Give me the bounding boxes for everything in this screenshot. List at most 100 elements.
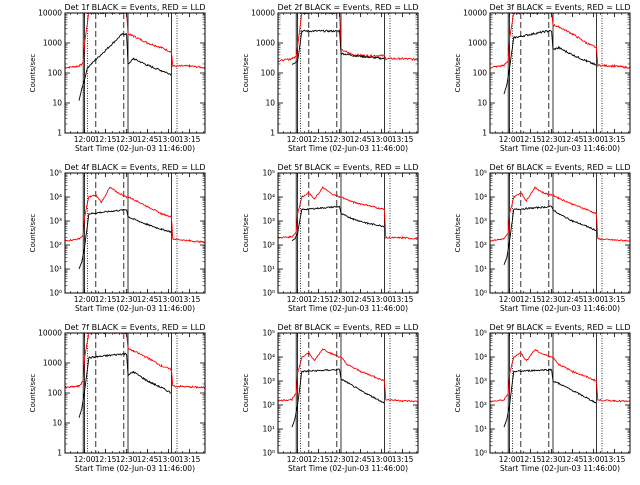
- y-tick-label: 10¹: [262, 265, 275, 274]
- x-tick-label: 13:00: [158, 135, 180, 144]
- y-tick-label: 100: [48, 389, 63, 398]
- y-tick-label: 10²: [474, 241, 487, 250]
- plot-frame: [64, 172, 206, 294]
- panel-title: Det 5f BLACK = Events, RED = LLD: [277, 163, 418, 172]
- x-axis-label: Start Time (02-Jun-03 11:46:00): [500, 304, 620, 313]
- series-line-events: [78, 352, 172, 418]
- x-tick-label: 12:30: [541, 295, 563, 304]
- x-axis-label: Start Time (02-Jun-03 11:46:00): [288, 144, 408, 153]
- x-tick-label: 12:30: [541, 455, 563, 464]
- y-tick-label: 10: [477, 99, 487, 108]
- y-tick-label: 10²: [262, 401, 275, 410]
- y-tick-label: 1000: [43, 39, 62, 48]
- y-tick-label: 100: [48, 69, 63, 78]
- y-tick-label: 10²: [49, 241, 62, 250]
- series-line-events: [503, 205, 597, 265]
- panel-det-4: Det 4f BLACK = Events, RED = LLD Start Ti…: [29, 163, 206, 313]
- y-tick-label: 10³: [474, 217, 487, 226]
- x-tick-label: 12:15: [95, 135, 117, 144]
- x-tick-label: 13:15: [179, 455, 201, 464]
- y-tick-label: 10³: [49, 217, 62, 226]
- x-tick-label: 13:00: [371, 455, 393, 464]
- x-tick-label: 12:00: [74, 135, 96, 144]
- series-line-events: [503, 368, 597, 428]
- y-tick-label: 10⁵: [474, 329, 487, 338]
- panel-det-1: Det 1f BLACK = Events, RED = LLD Start Ti…: [29, 3, 206, 153]
- y-tick-label: 10⁴: [262, 353, 275, 362]
- y-tick-label: 100: [473, 69, 488, 78]
- x-tick-label: 12:30: [329, 295, 351, 304]
- x-tick-label: 12:00: [499, 295, 521, 304]
- series-line-lld: [278, 348, 418, 403]
- panel-det-6: Det 6f BLACK = Events, RED = LLD Start Ti…: [454, 163, 631, 313]
- x-tick-label: 13:00: [158, 295, 180, 304]
- panel-title: Det 7f BLACK = Events, RED = LLD: [64, 323, 205, 332]
- x-axis-label: Start Time (02-Jun-03 11:46:00): [500, 464, 620, 473]
- x-tick-label: 13:00: [371, 135, 393, 144]
- x-tick-label: 12:45: [562, 135, 584, 144]
- x-tick-label: 12:45: [137, 295, 159, 304]
- x-tick-label: 13:15: [604, 295, 626, 304]
- y-tick-label: 10⁵: [49, 169, 62, 178]
- plot-frame: [277, 172, 419, 294]
- x-tick-label: 12:30: [329, 455, 351, 464]
- x-tick-label: 12:15: [308, 455, 330, 464]
- y-axis-label: Counts/sec: [29, 54, 37, 93]
- series-line-events: [503, 29, 597, 95]
- x-tick-label: 12:30: [116, 295, 138, 304]
- y-axis-label: Counts/sec: [242, 374, 250, 413]
- y-tick-label: 10⁴: [474, 193, 487, 202]
- panel-det-7: Det 7f BLACK = Events, RED = LLD Start Ti…: [29, 323, 206, 473]
- x-tick-label: 13:15: [179, 135, 201, 144]
- x-tick-label: 12:00: [499, 455, 521, 464]
- series-line-events: [291, 28, 385, 65]
- x-tick-label: 13:15: [392, 295, 414, 304]
- panel-det-3: Det 3f BLACK = Events, RED = LLD Start Ti…: [454, 3, 631, 153]
- x-tick-label: 13:00: [583, 135, 605, 144]
- y-tick-label: 10⁴: [262, 193, 275, 202]
- y-tick-label: 1: [57, 129, 62, 138]
- x-tick-label: 12:45: [562, 295, 584, 304]
- panel-title: Det 2f BLACK = Events, RED = LLD: [277, 3, 418, 12]
- y-tick-label: 10³: [262, 377, 275, 386]
- y-axis-label: Counts/sec: [29, 374, 37, 413]
- y-tick-label: 10⁵: [262, 169, 275, 178]
- series-line-lld: [490, 13, 630, 69]
- y-tick-label: 10: [52, 419, 62, 428]
- panel-det-5: Det 5f BLACK = Events, RED = LLD Start Ti…: [242, 163, 419, 313]
- x-axis-label: Start Time (02-Jun-03 11:46:00): [75, 304, 195, 313]
- panel-det-9: Det 9f BLACK = Events, RED = LLD Start Ti…: [454, 323, 631, 473]
- panel-title: Det 4f BLACK = Events, RED = LLD: [64, 163, 205, 172]
- x-tick-label: 12:15: [520, 135, 542, 144]
- y-tick-label: 10⁴: [474, 353, 487, 362]
- x-tick-label: 13:15: [392, 455, 414, 464]
- y-tick-label: 10¹: [474, 425, 487, 434]
- x-tick-label: 12:45: [137, 455, 159, 464]
- x-tick-label: 12:30: [541, 135, 563, 144]
- x-tick-label: 12:00: [287, 295, 309, 304]
- y-axis-label: Counts/sec: [242, 214, 250, 253]
- y-tick-label: 1: [270, 129, 275, 138]
- y-tick-label: 10⁰: [262, 449, 275, 458]
- x-tick-label: 12:45: [350, 295, 372, 304]
- y-tick-label: 10000: [251, 9, 275, 18]
- x-tick-label: 13:00: [583, 455, 605, 464]
- y-tick-label: 10⁰: [49, 289, 62, 298]
- y-tick-label: 1000: [468, 39, 487, 48]
- y-tick-label: 10: [265, 99, 275, 108]
- x-tick-label: 12:30: [116, 135, 138, 144]
- series-line-events: [291, 368, 385, 428]
- x-tick-label: 12:15: [95, 295, 117, 304]
- x-tick-label: 12:30: [329, 135, 351, 144]
- x-tick-label: 12:45: [350, 135, 372, 144]
- y-tick-label: 1000: [256, 39, 275, 48]
- x-tick-label: 12:00: [287, 455, 309, 464]
- plot-frame: [277, 332, 419, 454]
- panel-title: Det 8f BLACK = Events, RED = LLD: [277, 323, 418, 332]
- y-tick-label: 10000: [38, 9, 62, 18]
- x-tick-label: 13:15: [392, 135, 414, 144]
- x-tick-label: 12:00: [74, 455, 96, 464]
- x-tick-label: 12:15: [520, 455, 542, 464]
- y-tick-label: 1: [482, 129, 487, 138]
